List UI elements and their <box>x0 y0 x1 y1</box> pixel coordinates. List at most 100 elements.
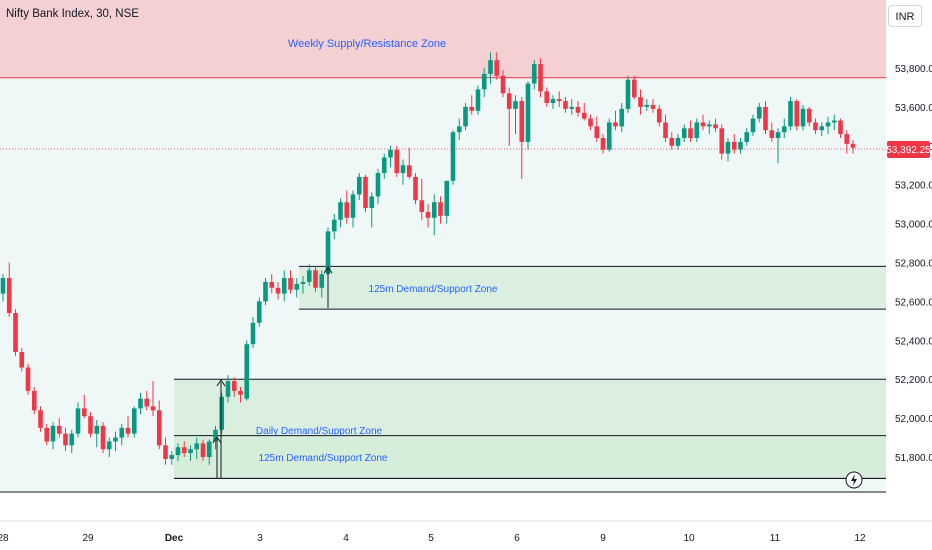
price-axis[interactable]: 51,800.00 52,000.00 52,200.00 52,400.00 52,6… <box>895 64 932 464</box>
candle-body <box>475 89 481 111</box>
candle-body <box>569 106 575 109</box>
candle-body <box>363 176 368 209</box>
candle-body <box>844 134 850 144</box>
candle-body <box>294 283 300 290</box>
candle-body <box>800 108 806 127</box>
candle-body <box>700 122 706 127</box>
candle-body <box>188 449 193 454</box>
price-tick-label: 53,200.00 <box>895 181 932 192</box>
candle-body <box>638 97 643 107</box>
price-tick-label: 52,000.00 <box>895 414 932 425</box>
candle-body <box>425 211 431 218</box>
candle-body <box>206 441 212 457</box>
candle-body <box>263 281 268 302</box>
candle-body <box>63 433 68 446</box>
candle-body <box>525 83 531 142</box>
candle-body <box>38 410 43 428</box>
time-tick-label: 10 <box>683 533 695 544</box>
candle-body <box>194 443 200 450</box>
candle-body <box>713 124 718 129</box>
candle-body <box>225 381 231 397</box>
candle-body <box>675 138 681 146</box>
price-tick-label: 52,600.00 <box>895 297 932 308</box>
candle-body <box>581 112 587 119</box>
candle-body <box>238 390 243 395</box>
candle-body <box>756 106 762 119</box>
candle-body <box>6 278 12 314</box>
candle-body <box>738 141 743 150</box>
zone-supply-rect <box>0 0 886 78</box>
candle-body <box>50 425 56 442</box>
time-tick-label: 3 <box>257 533 263 544</box>
candle-body <box>650 104 656 109</box>
candle-body <box>731 141 737 150</box>
candle-body <box>75 408 81 434</box>
candle-body <box>275 287 281 294</box>
candle-body <box>694 122 700 139</box>
time-tick-label: 12 <box>854 533 866 544</box>
candle-body <box>119 427 125 438</box>
currency-button[interactable]: INR <box>888 5 922 27</box>
candle-body <box>419 200 425 212</box>
candle-body <box>56 425 62 434</box>
candle-body <box>538 64 543 92</box>
candle-body <box>438 202 443 216</box>
candle-body <box>500 75 506 94</box>
arrow-markers <box>212 266 333 478</box>
candle-body <box>25 367 31 391</box>
price-tick-label: 52,200.00 <box>895 375 932 386</box>
candle-body <box>806 108 812 123</box>
candle-body <box>388 149 393 158</box>
candle-body <box>0 278 6 294</box>
candle-body <box>138 398 143 409</box>
candle-body <box>213 429 218 442</box>
time-tick-label: 5 <box>428 533 434 544</box>
candle-body <box>706 124 712 127</box>
lightning-bolt-icon[interactable] <box>845 471 863 489</box>
candle-body <box>375 173 381 197</box>
candle-body <box>94 425 100 434</box>
candle-body <box>819 126 825 131</box>
candle-body <box>788 101 793 127</box>
candle-body <box>463 106 468 127</box>
price-tick-label: 53,000.00 <box>895 220 932 231</box>
time-axis[interactable]: 28 29 Dec 3 4 5 6 9 10 11 12 <box>0 533 866 544</box>
candle-body <box>106 441 112 450</box>
zone-layer <box>0 0 886 479</box>
time-tick-label: 29 <box>82 533 94 544</box>
candle-body <box>781 126 787 133</box>
candle-body <box>269 281 275 288</box>
candle-body <box>169 455 175 459</box>
candle-body <box>381 157 387 174</box>
candle-body <box>588 118 593 127</box>
candle-body <box>88 416 93 434</box>
candle-body <box>769 130 775 139</box>
candle-body <box>825 122 831 127</box>
candle-body <box>775 132 781 139</box>
candle-body <box>281 278 287 294</box>
candle-body <box>481 73 487 90</box>
candle-body <box>456 126 462 133</box>
candle-body <box>413 176 418 201</box>
candle-body <box>288 278 293 290</box>
candle-body <box>431 202 437 218</box>
candle-body <box>625 79 631 109</box>
candle-body <box>544 91 550 104</box>
zone-demand-rect <box>299 266 886 310</box>
candle-body <box>725 141 731 154</box>
candle-body <box>44 427 50 442</box>
price-tick-label: 53,800.00 <box>895 64 932 75</box>
time-tick-label: 9 <box>600 533 606 544</box>
candle-body <box>831 120 837 123</box>
candle-body <box>444 180 450 216</box>
candle-body <box>550 99 556 104</box>
last-price-label: 53,392.25 <box>886 145 931 156</box>
candle-body <box>325 231 331 275</box>
price-tick-label: 51,800.00 <box>895 453 932 464</box>
daily-demand-label: Daily Demand/Support Zone <box>256 426 383 437</box>
candle-body <box>344 202 350 218</box>
candle-body <box>619 108 625 127</box>
candle-body <box>219 396 225 430</box>
candle-body <box>656 108 662 123</box>
